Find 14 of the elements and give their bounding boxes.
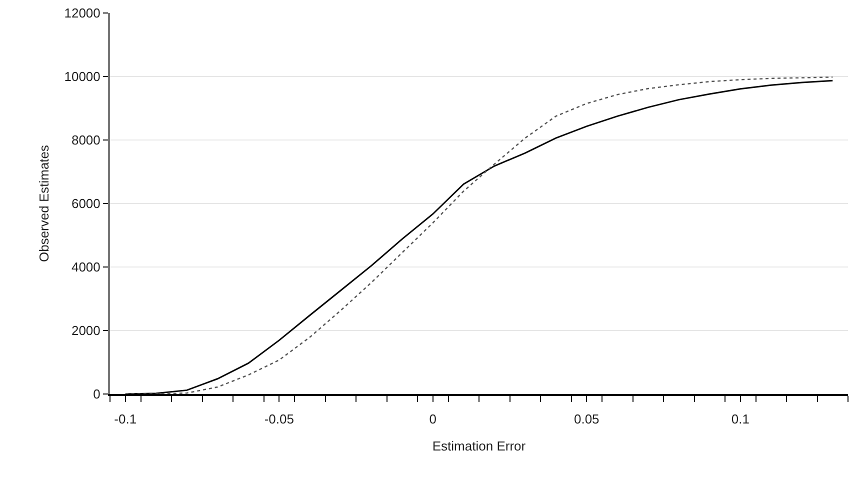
x-tick-label: -0.1 [114,411,137,426]
x-tick-label: 0.1 [731,411,750,426]
y-tick-label: 12000 [64,6,100,21]
y-tick-label: 10000 [64,69,100,84]
y-tick-label: 6000 [71,196,100,212]
y-tick-label: 4000 [71,260,100,275]
x-tick-label: 0.05 [574,411,600,426]
y-tick-label: 8000 [71,132,100,148]
x-axis-title: Estimation Error [432,438,526,454]
y-tick-label: 2000 [71,323,100,338]
x-tick-label: -0.05 [264,411,294,426]
y-axis-title: Observed Estimates [36,144,52,262]
x-tick-label: 0 [429,411,436,426]
y-tick-label: 0 [93,386,100,402]
